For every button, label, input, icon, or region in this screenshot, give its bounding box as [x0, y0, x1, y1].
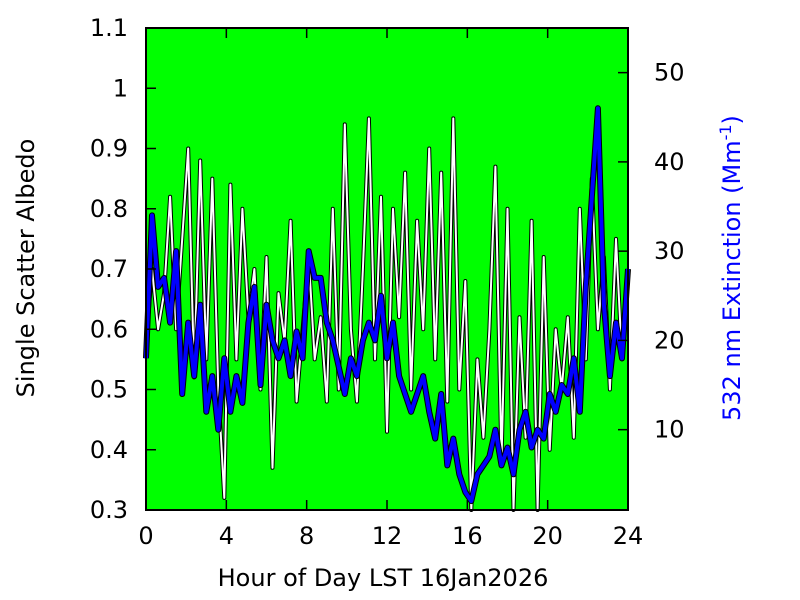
y-axis-ticks: 0.3 0.4 0.5 0.6 0.7 0.8 0.9 1 1.1 — [90, 14, 156, 524]
x-tick-label: 20 — [532, 522, 563, 550]
y2-tick-label: 10 — [654, 416, 685, 444]
y-tick-label: 0.6 — [90, 315, 128, 343]
y-tick-label: 0.3 — [90, 496, 128, 524]
y-tick-label: 1.1 — [90, 14, 128, 42]
y-tick-label: 0.7 — [90, 255, 128, 283]
y-tick-label: 0.8 — [90, 195, 128, 223]
y2-tick-label: 30 — [654, 237, 685, 265]
series-layer — [143, 105, 631, 512]
y2-axis-label-close: ) — [718, 115, 746, 124]
y2-axis-label-main: 532 nm Extinction (Mm — [718, 140, 746, 421]
x-tick-label: 12 — [372, 522, 403, 550]
y-tick-label: 0.4 — [90, 436, 128, 464]
x-tick-label: 24 — [613, 522, 644, 550]
plot-area-background — [146, 28, 628, 510]
x-tick-label: 16 — [452, 522, 483, 550]
y2-axis-label-superscript: -1 — [716, 124, 735, 140]
y-tick-label: 1 — [113, 74, 128, 102]
x-tick-label: 4 — [219, 522, 234, 550]
y2-tick-label: 20 — [654, 326, 685, 354]
x-axis-ticks: 0 4 8 12 16 20 24 — [138, 28, 643, 550]
x-tick-label: 8 — [299, 522, 314, 550]
y2-axis-label: 532 nm Extinction (Mm-1) — [716, 115, 746, 421]
x-axis-label: Hour of Day LST 16Jan2026 — [218, 564, 549, 592]
y2-axis-ticks: 10 20 30 40 50 — [618, 59, 685, 444]
y-tick-label: 0.5 — [90, 376, 128, 404]
series-extinction-line — [144, 106, 630, 504]
x-tick-label: 0 — [138, 522, 153, 550]
y2-tick-label: 50 — [654, 59, 685, 87]
y-tick-label: 0.9 — [90, 135, 128, 163]
y2-tick-label: 40 — [654, 148, 685, 176]
y-axis-label: Single Scatter Albedo — [12, 139, 40, 398]
